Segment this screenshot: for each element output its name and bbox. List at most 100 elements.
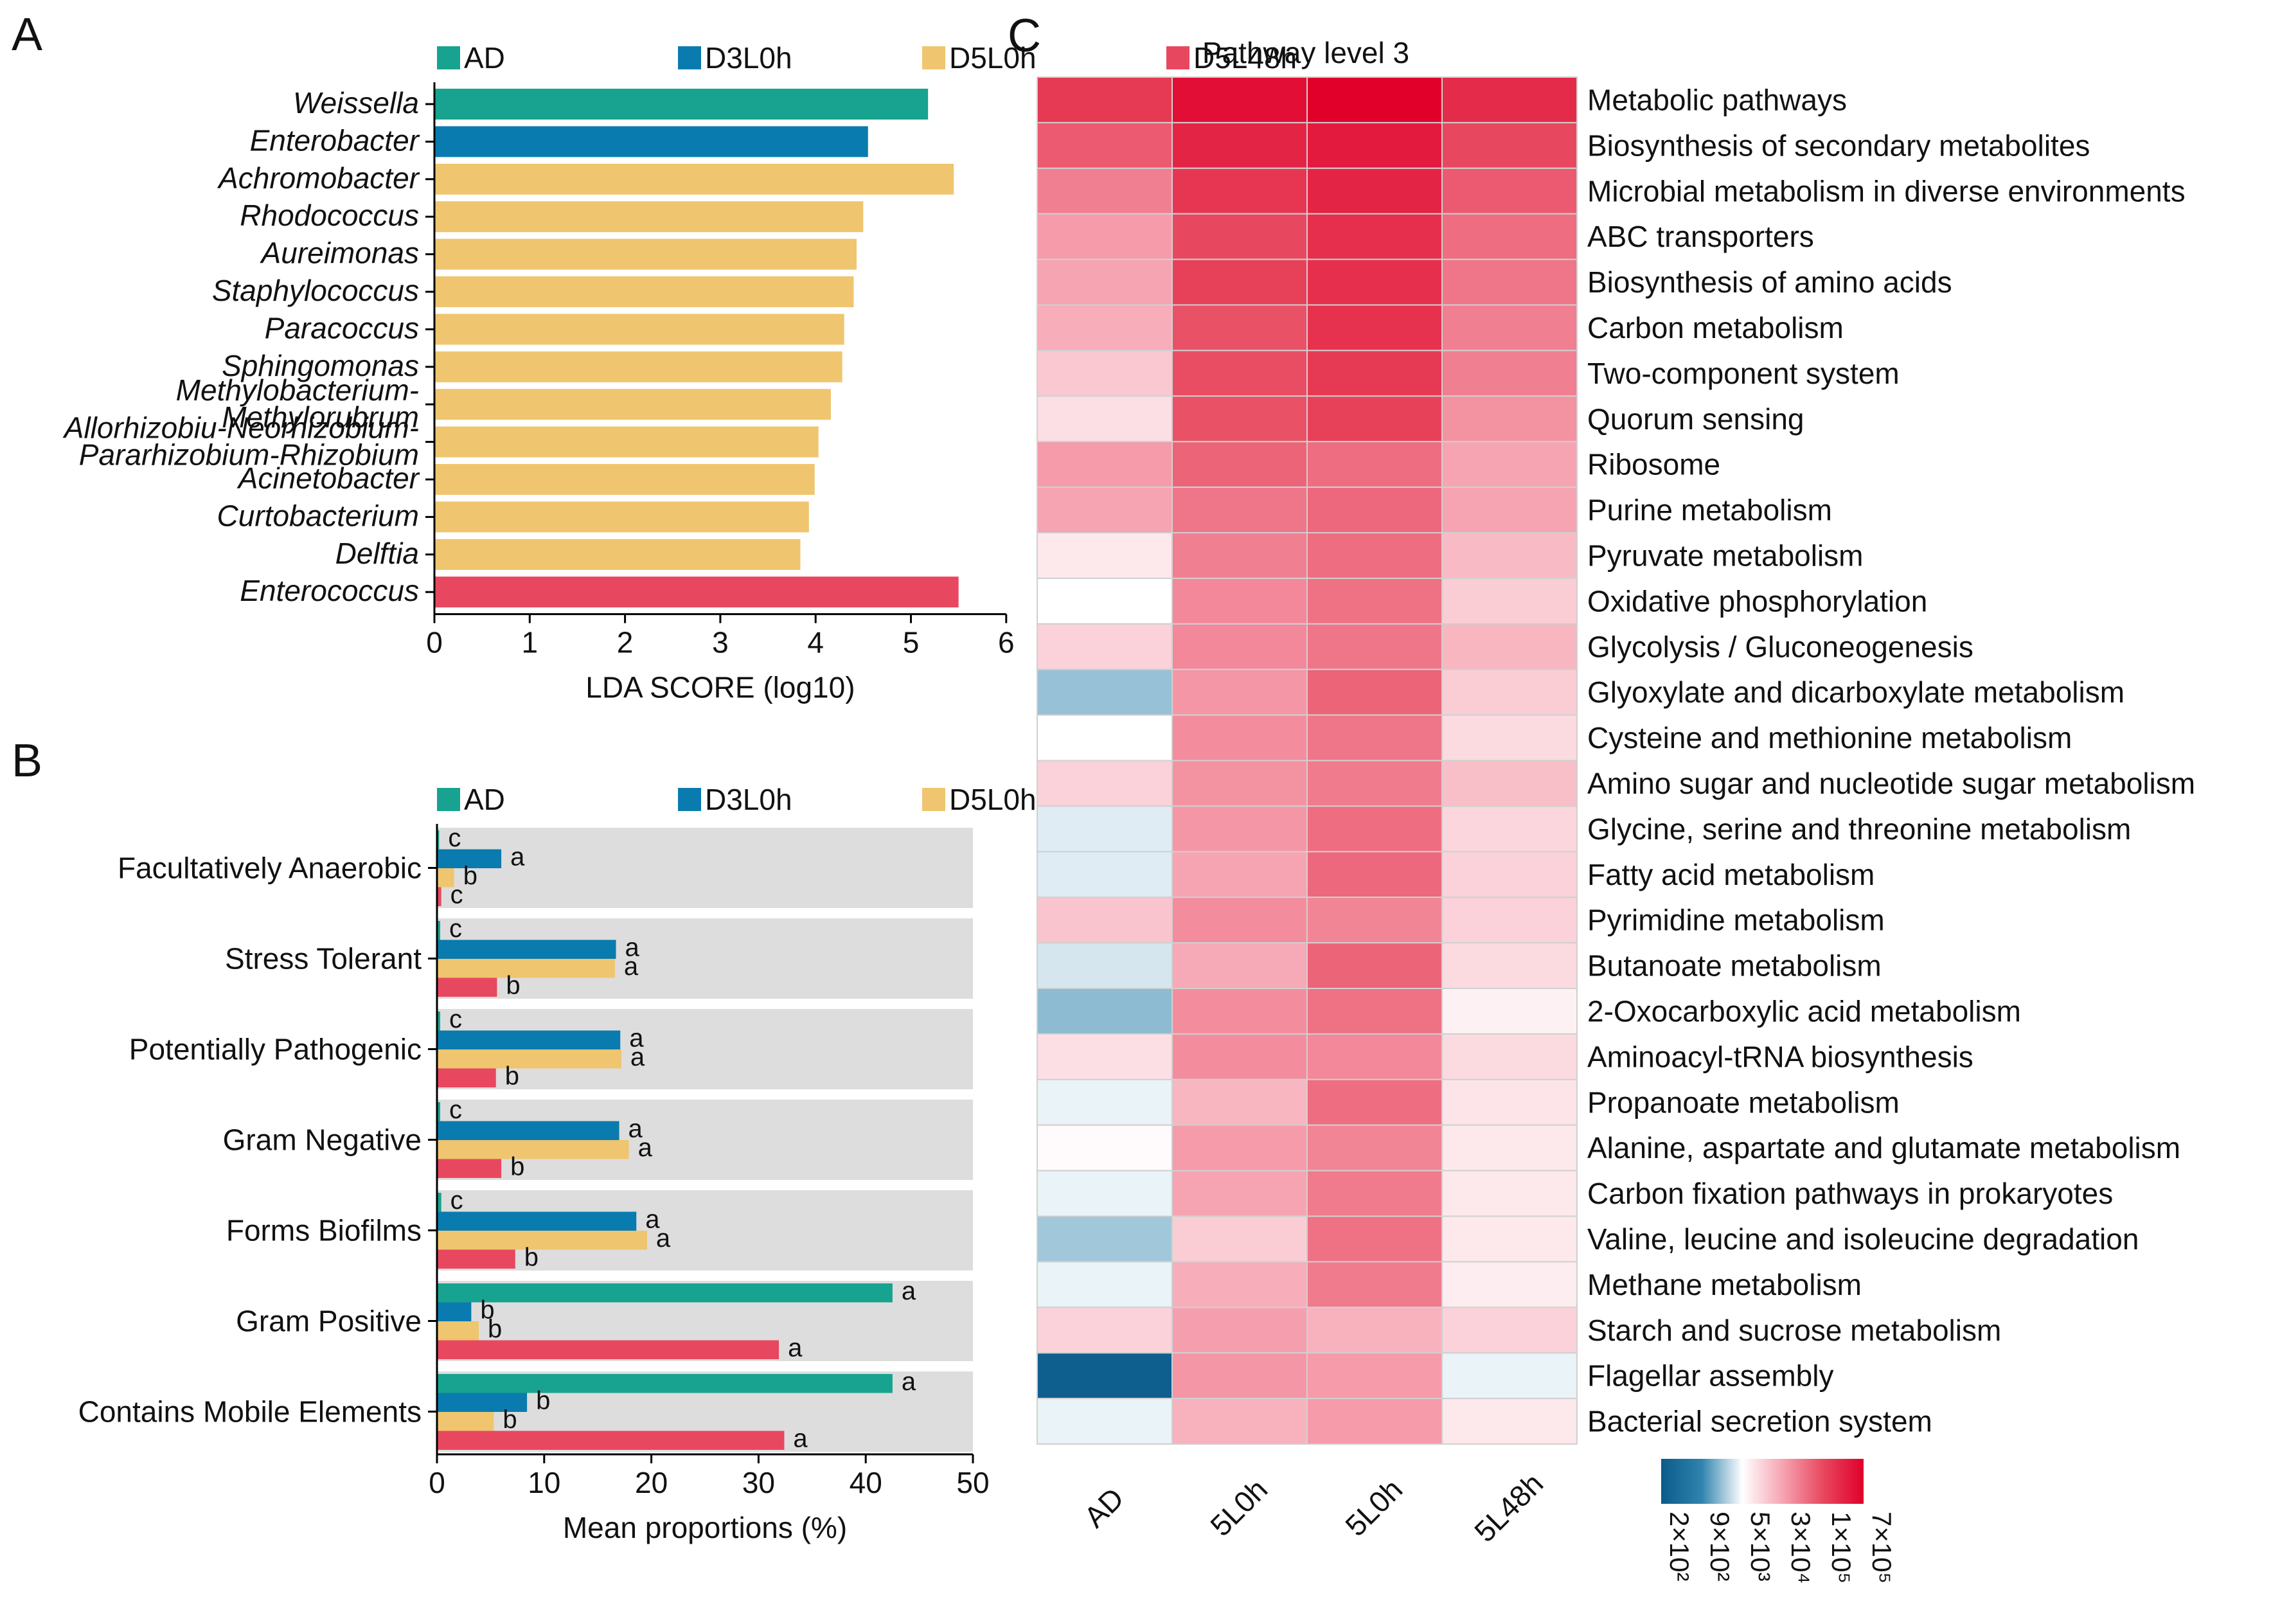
significance-letter: b <box>463 862 477 890</box>
heatmap-cell <box>1171 486 1308 533</box>
pathway-label: Quorum sensing <box>1587 402 1804 436</box>
heatmap-cell <box>1306 350 1443 397</box>
heatmap-cell <box>1037 76 1173 123</box>
heatmap-cell <box>1306 1307 1443 1354</box>
proportion-bar <box>437 1140 629 1159</box>
heatmap-cell <box>1306 714 1443 762</box>
heatmap-cell <box>1306 942 1443 989</box>
significance-letter: b <box>524 1244 539 1272</box>
legend-b-swatch-d3l0h <box>678 788 701 811</box>
heatmap-cell <box>1441 486 1578 533</box>
heatmap-cell <box>1037 668 1173 716</box>
legend-a-swatch-ad <box>437 46 460 69</box>
colorbar-label: 9×10² <box>1705 1512 1735 1582</box>
heatmap-cell <box>1441 714 1578 762</box>
heatmap-cell <box>1171 1398 1308 1445</box>
heatmap-cell <box>1171 988 1308 1035</box>
significance-letter: a <box>793 1425 808 1453</box>
pathway-label: Biosynthesis of secondary metabolites <box>1587 129 2090 162</box>
heatmap-cell <box>1441 577 1578 625</box>
heatmap-cell <box>1037 1033 1173 1080</box>
heatmap-cell <box>1037 623 1173 670</box>
heatmap-cell <box>1171 350 1308 397</box>
genus-label: Allorhizobiu-Neorhizobium- <box>62 411 419 445</box>
heatmap-cell <box>1441 851 1578 898</box>
genus-label: Pararhizobium-Rhizobium <box>79 438 419 472</box>
heatmap-cell <box>1306 1033 1443 1080</box>
x-tick-label: 10 <box>528 1466 560 1499</box>
proportion-bar <box>437 1321 479 1341</box>
genus-label: Weissella <box>293 86 419 120</box>
column-label: AD <box>1078 1481 1130 1534</box>
heatmap-cell <box>1441 1215 1578 1263</box>
lda-bar <box>434 163 954 195</box>
lda-bar <box>434 89 929 120</box>
significance-letter: a <box>656 1224 671 1253</box>
significance-letter: a <box>645 1206 660 1234</box>
legend-b-swatch-d5l0h <box>922 788 945 811</box>
heatmap-cell <box>1441 532 1578 579</box>
legend-b-swatch-ad <box>437 788 460 811</box>
proportion-bar <box>437 977 497 997</box>
x-tick-label: 30 <box>742 1466 775 1499</box>
significance-letter: b <box>505 1062 519 1091</box>
heatmap-cell <box>1037 1352 1173 1400</box>
heatmap-cell <box>1306 760 1443 807</box>
lda-bar <box>434 201 864 233</box>
significance-letter: b <box>488 1315 502 1343</box>
proportion-bar <box>437 959 615 978</box>
heatmap-cell <box>1441 897 1578 944</box>
proportion-bar <box>437 1431 785 1450</box>
x-tick-label: 0 <box>429 1466 445 1499</box>
heatmap-cell <box>1441 760 1578 807</box>
legend-a-label-ad: AD <box>464 41 505 75</box>
heatmap-cell <box>1171 1307 1308 1354</box>
heatmap-cell <box>1037 213 1173 260</box>
heatmap-cell <box>1037 1307 1173 1354</box>
proportion-bar <box>437 1068 496 1087</box>
significance-letter: b <box>503 1405 517 1434</box>
heatmap-cell <box>1171 623 1308 670</box>
heatmap-cell <box>1441 1124 1578 1172</box>
heatmap-cell <box>1171 1261 1308 1308</box>
panel-letter-b: B <box>12 735 42 787</box>
heatmap-cell <box>1306 851 1443 898</box>
proportion-bar <box>437 1249 515 1269</box>
lda-bar <box>434 126 868 157</box>
heatmap-cell <box>1171 121 1308 169</box>
pathway-label: Oxidative phosphorylation <box>1587 584 1927 618</box>
heatmap-cell <box>1037 1170 1173 1217</box>
heatmap-cell <box>1306 1398 1443 1445</box>
heatmap-cell <box>1037 1078 1173 1126</box>
heatmap-cell <box>1171 714 1308 762</box>
pathway-label: Flagellar assembly <box>1587 1359 1833 1393</box>
pathway-label: Pyrimidine metabolism <box>1587 904 1885 937</box>
significance-letter: c <box>449 1005 462 1033</box>
legend-b-label-ad: AD <box>464 783 505 816</box>
heatmap-cell <box>1037 304 1173 352</box>
heatmap-cell <box>1037 486 1173 533</box>
heatmap-cell <box>1037 532 1173 579</box>
genus-label: Methylobacterium- <box>176 373 419 407</box>
significance-letter: b <box>510 1153 524 1181</box>
lda-bar <box>434 501 809 533</box>
heatmap-cell <box>1306 897 1443 944</box>
heatmap-cell <box>1306 1352 1443 1400</box>
significance-letter: c <box>449 915 462 943</box>
genus-label: Enterococcus <box>240 574 419 607</box>
heatmap-cell <box>1441 668 1578 716</box>
heatmap-cell <box>1306 258 1443 306</box>
proportion-bar <box>437 1302 472 1321</box>
colorbar <box>1661 1459 1864 1504</box>
heatmap-cell <box>1171 213 1308 260</box>
legend-b-label-d5l0h: D5L0h <box>949 783 1037 816</box>
x-tick-label: 0 <box>426 626 443 659</box>
proportion-bar <box>437 1412 494 1431</box>
heatmap-cell <box>1306 76 1443 123</box>
genus-label: Enterobacter <box>250 123 420 157</box>
proportion-bar <box>437 921 441 940</box>
heatmap-cell <box>1171 1124 1308 1172</box>
significance-letter: c <box>450 881 463 909</box>
pathway-label: Two-component system <box>1587 357 1900 390</box>
lda-bar <box>434 464 815 495</box>
